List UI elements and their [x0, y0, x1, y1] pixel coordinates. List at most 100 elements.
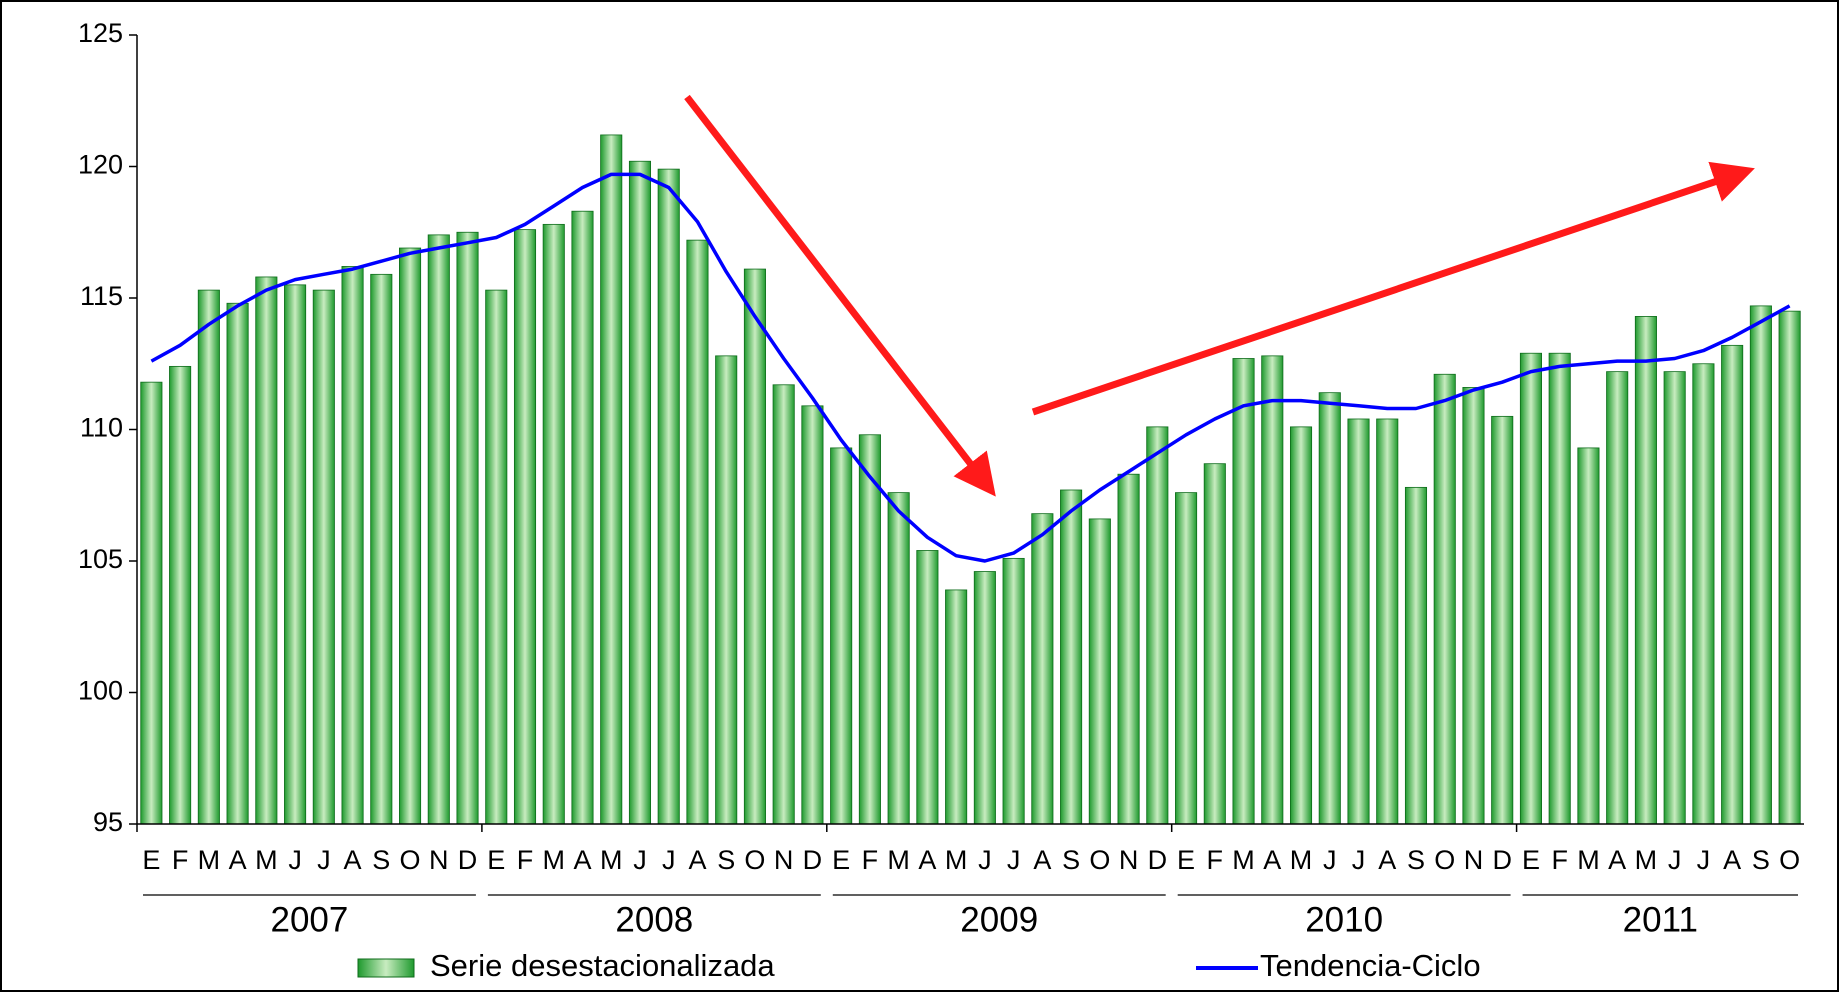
x-tick-label: N: [1464, 845, 1484, 875]
y-tick-label: 110: [80, 413, 123, 443]
bar: [1519, 352, 1542, 825]
bar: [1261, 355, 1284, 825]
x-tick-label: M: [887, 845, 910, 875]
bar: [628, 160, 652, 825]
x-tick-label: M: [543, 845, 566, 875]
x-tick-label: M: [1290, 845, 1313, 875]
bar: [255, 276, 278, 825]
y-tick-label: 125: [78, 18, 123, 48]
bar: [1175, 492, 1198, 825]
x-tick-label: J: [1668, 845, 1682, 875]
x-tick-label: A: [1723, 845, 1741, 875]
bar: [1203, 463, 1226, 825]
bar: [1232, 358, 1255, 825]
bar: [312, 289, 335, 825]
bar: [1146, 426, 1169, 825]
bar: [1088, 518, 1111, 825]
x-tick-label: J: [1007, 845, 1021, 875]
x-tick-label: F: [172, 845, 189, 875]
bar: [1721, 344, 1744, 825]
x-tick-label: A: [918, 845, 936, 875]
bar: [140, 381, 163, 825]
bar: [1606, 371, 1629, 825]
x-tick-label: O: [400, 845, 421, 875]
x-tick-label: A: [344, 845, 362, 875]
x-tick-label: J: [662, 845, 676, 875]
x-tick-label: S: [1752, 845, 1770, 875]
x-tick-label: M: [1635, 845, 1658, 875]
x-tick-label: M: [1232, 845, 1255, 875]
bar: [226, 302, 249, 825]
year-label: 2009: [960, 900, 1038, 939]
bar: [427, 234, 450, 825]
bar: [1289, 426, 1313, 825]
bar: [657, 168, 680, 825]
x-tick-label: F: [517, 845, 534, 875]
x-tick-label: E: [1522, 845, 1540, 875]
bar: [686, 239, 709, 825]
trend-arrow-up: [1031, 161, 1755, 416]
x-tick-label: S: [372, 845, 390, 875]
x-tick-label: N: [774, 845, 794, 875]
x-tick-label: F: [1551, 845, 1568, 875]
bar: [743, 268, 766, 825]
x-tick-label: D: [458, 845, 478, 875]
bar: [197, 289, 220, 825]
x-tick-label: E: [832, 845, 850, 875]
bar: [1491, 415, 1514, 825]
x-tick-label: S: [717, 845, 735, 875]
bar: [1634, 316, 1657, 825]
year-label: 2010: [1305, 900, 1383, 939]
bar: [887, 492, 910, 825]
x-tick-label: A: [1608, 845, 1626, 875]
bar: [1117, 473, 1140, 825]
x-tick-label: M: [945, 845, 968, 875]
x-tick-label: A: [229, 845, 247, 875]
year-label: 2007: [271, 900, 349, 939]
trend-line: [150, 172, 1791, 563]
x-tick-label: A: [1033, 845, 1051, 875]
x-tick-label: E: [1177, 845, 1195, 875]
bar: [399, 247, 422, 825]
x-tick-label: O: [1434, 845, 1455, 875]
x-tick-label: N: [1119, 845, 1139, 875]
x-tick-label: O: [1779, 845, 1800, 875]
bar: [858, 434, 881, 825]
x-tick-label: D: [1492, 845, 1512, 875]
bar: [1031, 513, 1054, 825]
x-tick-label: M: [600, 845, 623, 875]
bar: [1577, 447, 1600, 825]
bar: [1002, 557, 1025, 825]
x-tick-label: J: [978, 845, 992, 875]
bar: [284, 284, 307, 825]
bar: [169, 365, 192, 825]
year-label: 2008: [615, 900, 693, 939]
x-tick-label: E: [487, 845, 505, 875]
y-tick-label: 105: [78, 544, 123, 574]
bar: [513, 229, 537, 825]
year-label: 2011: [1623, 900, 1698, 939]
bar: [830, 447, 853, 825]
bar: [772, 384, 795, 825]
x-tick-label: M: [198, 845, 221, 875]
x-tick-label: A: [688, 845, 706, 875]
x-tick-label: A: [573, 845, 591, 875]
bar: [1663, 371, 1686, 825]
bar: [571, 210, 594, 825]
x-tick-label: S: [1407, 845, 1425, 875]
x-tick-label: F: [862, 845, 879, 875]
x-tick-label: S: [1062, 845, 1080, 875]
x-tick-label: O: [744, 845, 765, 875]
x-tick-label: J: [1323, 845, 1337, 875]
bar: [973, 571, 996, 825]
x-tick-label: J: [1352, 845, 1366, 875]
bar: [485, 289, 508, 825]
bar: [1433, 373, 1456, 825]
legend-label: Serie desestacionalizada: [430, 948, 775, 983]
bar: [945, 589, 968, 825]
bar: [1778, 310, 1801, 825]
x-tick-label: M: [255, 845, 278, 875]
x-tick-label: D: [1148, 845, 1168, 875]
bar: [1376, 418, 1399, 825]
x-tick-label: J: [317, 845, 331, 875]
